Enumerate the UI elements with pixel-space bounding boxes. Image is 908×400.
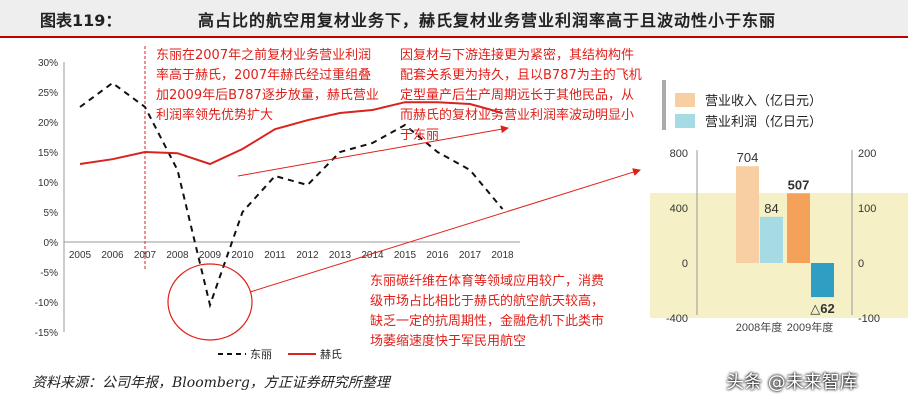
series-line-toray [79,81,504,309]
right-y-tick-label: 200 [858,148,876,160]
x-tick-label: 2006 [101,250,124,261]
watermark: 头条 @未来智库 [726,372,858,393]
x-tick-label: 2018 [491,250,514,261]
x-category-label: 2009年度 [787,320,833,334]
x-tick-label: 2017 [459,250,482,261]
data-label-profit: 84 [764,201,778,216]
figure-number: 图表119： [40,11,122,30]
line-chart: -15% -10% -5% 0% 5% 10% 15% 20% 25% 30% 2005 2006 20… [35,46,520,361]
left-y-tick-label: -400 [666,313,688,325]
legend-label-profit: 营业利润（亿日元） [705,114,822,129]
legend: 东丽 赫氏 [218,348,342,361]
y-tick-label: 30% [38,58,58,69]
bar-revenue [787,193,810,263]
right-y-tick-label: -100 [858,313,880,325]
annotations [167,125,641,341]
arrow-to-bar-panel [249,168,641,293]
right-y-tick-label: 0 [858,258,864,270]
legend-label-hexcel: 赫氏 [320,348,342,361]
x-tick-label: 2015 [394,250,417,261]
legend-label-toray: 东丽 [250,348,272,361]
legend-swatch-profit [675,114,695,128]
y-tick-label: 10% [38,178,58,189]
note-toray-before-2007: 东丽在2007年之前复材业务营业利润率高于赫氏，2007年赫氏经过重组叠加200… [156,48,379,123]
legend-divider [662,80,666,130]
legend-label-revenue: 营业收入（亿日元） [705,93,822,108]
x-tick-label: 2011 [264,250,286,261]
y-tick-label: 20% [38,118,58,129]
left-y-tick-label: 400 [670,203,688,215]
highlight-circle-2009 [167,263,253,341]
y-tick-label: -5% [40,268,58,279]
y-tick-label: -15% [35,328,58,339]
x-tick-label: 2007 [134,250,157,261]
bar-revenue [736,166,759,263]
y-tick-label: 5% [44,208,59,219]
left-y-tick-label: 800 [670,148,688,160]
note-hexcel-stability: 因复材与下游连接更为紧密，其结构构件配套关系更为持久，且以B787为主的飞机定型… [400,48,642,143]
y-tick-label: 0% [44,238,59,249]
x-tick-label: 2008 [166,250,189,261]
x-tick-label: 2012 [296,250,319,261]
data-label-revenue: 507 [788,177,810,192]
bar-profit [760,216,783,263]
title-bar: 图表119： 高占比的航空用复材业务下，赫氏复材业务营业利润率高于且波动性小于东… [0,0,908,38]
data-label-profit: △62 [810,301,834,316]
y-tick-label: 15% [38,148,58,159]
x-tick-label: 2016 [426,250,449,261]
x-tick-label: 2010 [231,250,254,261]
left-y-tick-label: 0 [682,258,688,270]
x-tick-label: 2014 [361,250,384,261]
note-toray-consumer-market: 东丽碳纤维在体育等领域应用较广，消费级市场占比相比于赫氏的航空航天较高，缺乏一定… [370,274,605,349]
x-category-label: 2008年度 [736,320,782,334]
legend-swatch-revenue [675,93,695,107]
right-y-tick-label: 100 [858,203,876,215]
data-label-revenue: 704 [737,150,759,165]
source-note: 资料来源：公司年报，Bloomberg，方正证券研究所整理 [32,375,390,391]
bar-profit [811,263,834,298]
bar-chart: 营业收入（亿日元） 营业利润（亿日元） -400 0 400 800 -100 0 100 200… [650,80,908,334]
x-tick-label: 2005 [69,250,92,261]
y-tick-label: 25% [38,88,58,99]
y-tick-label: -10% [35,298,58,309]
x-tick-label: 2013 [329,250,352,261]
series-line-hexcel [79,101,503,166]
figure-title: 高占比的航空用复材业务下，赫氏复材业务营业利润率高于且波动性小于东丽 [198,11,777,30]
x-tick-label: 2009 [199,250,222,261]
arrow-to-hexcel-line [237,125,509,177]
